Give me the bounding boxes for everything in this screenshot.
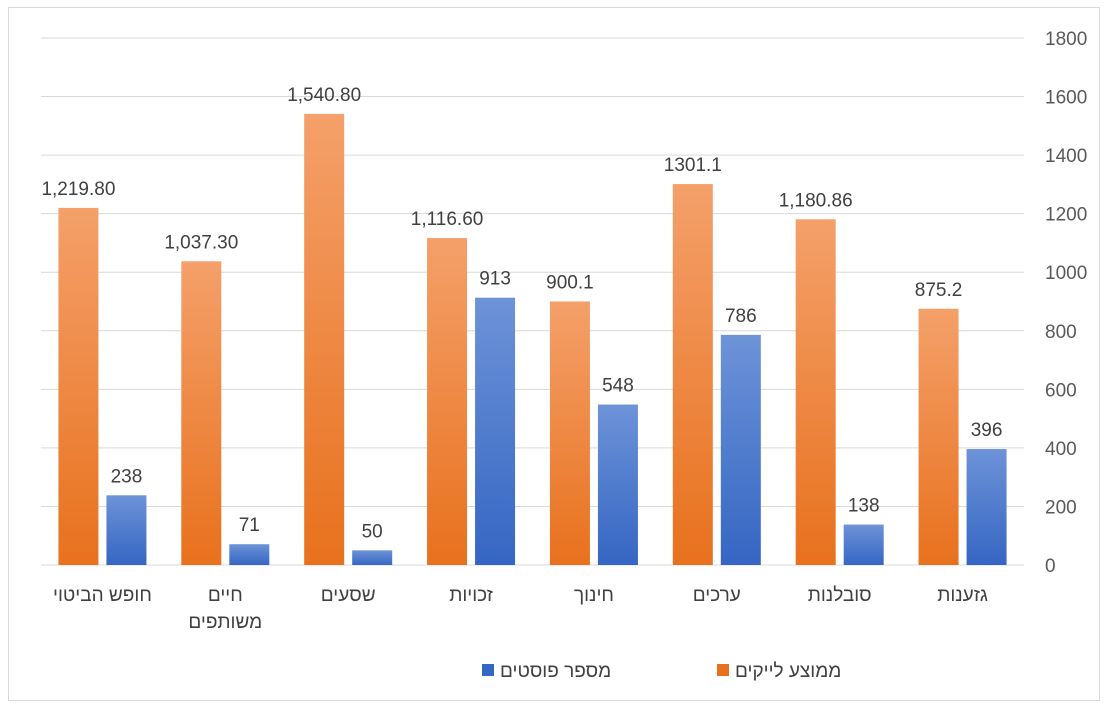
bar-post-count	[720, 334, 761, 565]
data-label: 1,037.30	[164, 232, 238, 253]
category-label: חופש הביטוי	[53, 585, 152, 606]
y-tick-label: 400	[1045, 439, 1077, 460]
bar-post-count	[597, 404, 638, 565]
data-label: 396	[971, 420, 1003, 441]
data-label: 50	[362, 521, 383, 542]
bars	[58, 113, 1007, 565]
data-label: 913	[479, 269, 511, 290]
y-tick-label: 1400	[1045, 146, 1087, 167]
y-tick-label: 200	[1045, 497, 1077, 518]
y-tick-label: 1600	[1045, 88, 1087, 109]
category-label: גזענות	[937, 585, 988, 606]
bar-avg-likes	[795, 219, 836, 565]
bar-avg-likes	[304, 113, 345, 565]
legend-label: מספר פוסטים	[500, 661, 611, 682]
data-label: 1,116.60	[411, 209, 484, 230]
bar-avg-likes	[672, 184, 713, 565]
y-tick-label: 1000	[1045, 263, 1087, 284]
y-tick-label: 800	[1045, 322, 1077, 343]
bar-post-count	[475, 297, 516, 565]
bar-post-count	[106, 495, 147, 565]
category-label: חינוך	[574, 585, 614, 606]
category-labels: חופש הביטוי חיים משותפים שסעים זכויות חינוך ער…	[53, 585, 988, 633]
data-label: 1,180.86	[779, 190, 853, 211]
bar-post-count	[966, 449, 1007, 565]
bar-avg-likes	[181, 261, 222, 565]
bar-avg-likes	[918, 308, 959, 565]
category-label: זכויות	[449, 585, 493, 606]
data-label: 138	[848, 496, 880, 517]
data-label: 1301.1	[664, 155, 722, 176]
y-tick-label: 600	[1045, 380, 1077, 401]
y-tick-label: 0	[1045, 556, 1056, 577]
legend: ממוצע לייקים מספר פוסטים	[482, 661, 841, 682]
bar-avg-likes	[427, 238, 468, 565]
data-label: 1,540.80	[287, 85, 361, 106]
bar-post-count	[229, 544, 270, 565]
y-axis-ticks: 0 200 400 600 800 1000 1200 1400 1600 1800	[1045, 29, 1087, 577]
category-label: סובלנות	[808, 585, 872, 606]
data-label: 900.1	[546, 272, 594, 293]
data-label: 238	[111, 466, 143, 487]
bar-post-count	[352, 550, 393, 565]
bar-avg-likes	[58, 207, 99, 565]
data-labels: 1,219.80 238 1,037.30 71 1,540.80 50 1,116.60 9…	[41, 85, 1002, 542]
legend-swatch	[717, 664, 729, 676]
category-label: שסעים	[321, 585, 376, 606]
bar-avg-likes	[549, 301, 590, 565]
legend-label: ממוצע לייקים	[735, 661, 841, 682]
category-label: ערכים	[693, 585, 741, 606]
category-label: חיים	[208, 585, 243, 606]
data-label: 71	[239, 515, 260, 536]
y-tick-label: 1800	[1045, 29, 1087, 50]
legend-swatch	[482, 664, 494, 676]
category-label: משותפים	[188, 612, 262, 633]
bar-post-count	[843, 524, 884, 565]
data-label: 548	[602, 376, 634, 397]
data-label: 1,219.80	[41, 179, 115, 200]
data-label: 875.2	[915, 280, 963, 301]
y-tick-label: 1200	[1045, 205, 1087, 226]
data-label: 786	[725, 306, 757, 327]
